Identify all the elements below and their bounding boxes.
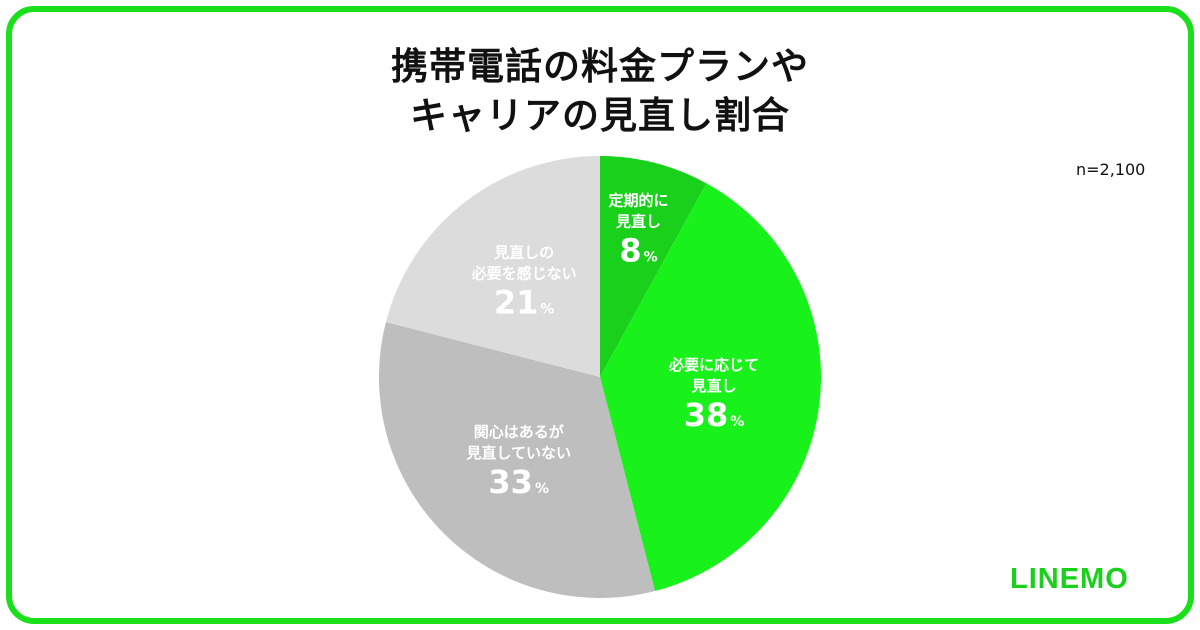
pie-slice-3-label-line-2: 見直していない: [465, 444, 571, 462]
pie-slice-2: [600, 183, 822, 592]
pie-slice-4-value: 21%: [494, 284, 555, 322]
chart-title: 携帯電話の料金プランや キャリアの見直し割合: [0, 42, 1200, 140]
pie-slice-2-value: 38%: [684, 396, 745, 434]
chart-title-line-1: 携帯電話の料金プランや: [391, 45, 809, 88]
pie-slice-2-label-line-2: 見直し: [690, 377, 736, 395]
pie-slices: [378, 156, 822, 599]
pie-slice-3-value: 33%: [488, 463, 549, 501]
pie-slice-2-label-line-1: 必要に応じて: [668, 356, 759, 374]
sample-size: n=2,100: [1076, 160, 1146, 179]
pie-slice-4-label-line-2: 必要を感じない: [471, 265, 577, 283]
pie-slice-1: [600, 156, 707, 377]
pie-slice-3: [378, 322, 655, 599]
pie-slice-3-label-line-1: 関心はあるが: [474, 423, 565, 441]
pie-slice-1-label-line-1: 定期的に: [608, 192, 668, 210]
pie-slice-4: [385, 156, 600, 377]
linemo-logo: LINEMO: [1010, 563, 1129, 595]
pie-slice-4-label-line-1: 見直しの: [493, 244, 554, 262]
chart-title-line-2: キャリアの見直し割合: [410, 94, 790, 137]
pie-slice-1-label-line-2: 見直し: [615, 213, 661, 231]
pie-slice-1-value: 8%: [619, 232, 657, 270]
